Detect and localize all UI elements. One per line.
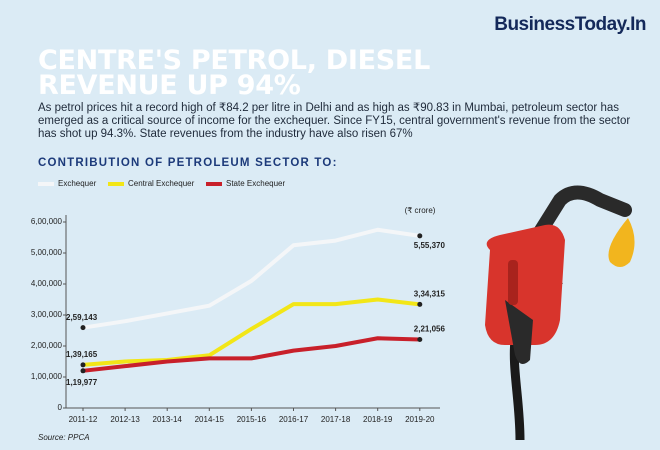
data-label: 1,19,977 [66,378,98,387]
series-line [82,227,421,330]
x-tick-label: 2013-14 [153,415,183,424]
series-line [82,297,421,367]
legend-label: Central Exchequer [128,179,195,188]
brand: BusinessToday.In [494,14,646,35]
y-tick-label: 5,00,000 [31,248,63,257]
legend-label: State Exchequer [226,179,285,188]
subtitle: As petrol prices hit a record high of ₹8… [38,102,631,140]
end-marker [80,368,86,374]
data-label: 5,55,370 [414,241,446,250]
y-tick-label: 6,00,000 [31,217,63,226]
series-line [82,336,420,373]
data-label: 2,21,056 [414,325,446,334]
data-label: 2,59,143 [66,313,98,322]
section-heading: CONTRIBUTION OF PETROLEUM SECTOR TO: [38,157,338,169]
x-tick-label: 2015-16 [237,415,267,424]
x-tick-label: 2011-12 [69,415,98,424]
x-tick-label: 2018-19 [363,415,393,424]
x-tick-label: 2014-15 [195,415,225,424]
x-tick-label: 2012-13 [110,415,140,424]
fuel-pump-illustration [485,185,635,441]
y-tick-label: 1,00,000 [31,372,63,381]
end-marker [80,325,86,331]
data-label: 3,34,315 [414,289,446,298]
unit-note: (₹ crore) [405,206,436,215]
y-tick-label: 3,00,000 [31,310,63,319]
title: CENTRE'S PETROL, DIESEL REVENUE UP 94% [38,45,430,101]
end-marker [417,336,423,342]
end-marker [417,301,423,307]
y-tick-label: 0 [58,403,63,412]
source: Source: PPCA [38,433,90,442]
x-tick-label: 2017-18 [321,415,351,424]
y-tick-label: 2,00,000 [31,341,63,350]
end-marker [80,362,86,368]
x-tick-label: 2016-17 [279,415,309,424]
data-label: 1,39,165 [66,350,98,359]
y-tick-label: 4,00,000 [31,279,63,288]
end-marker [417,233,423,239]
legend-label: Exchequer [58,179,97,188]
x-tick-label: 2019-20 [405,415,435,424]
